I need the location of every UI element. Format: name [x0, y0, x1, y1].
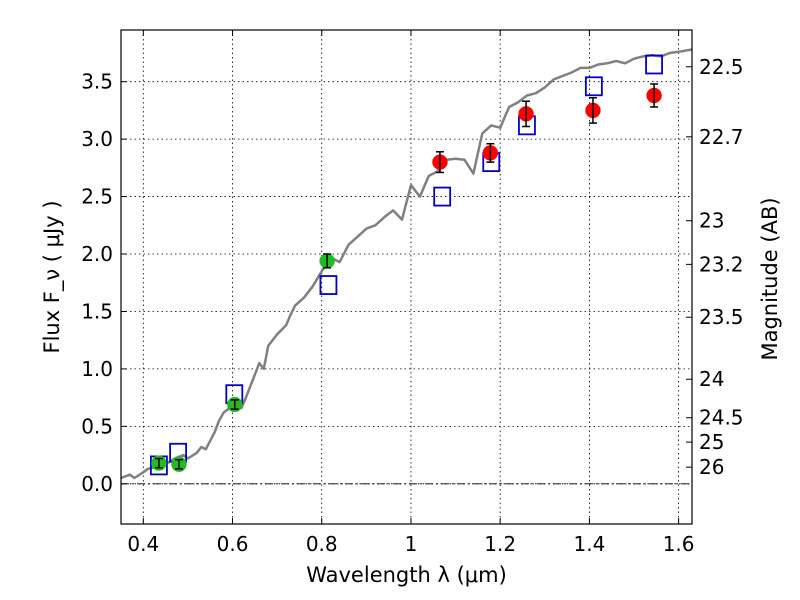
y-tick-label: 3.0 [81, 127, 113, 151]
y-tick-label: 3.5 [81, 70, 113, 94]
spectrum-line [120, 48, 693, 480]
photometry-points [150, 54, 663, 476]
magnitude-tick-label: 23 [699, 209, 724, 233]
model-photometry-square [433, 186, 452, 207]
magnitude-tick-label: 23.2 [699, 252, 744, 276]
x-tick-label: 0.6 [217, 532, 249, 556]
plot-frame [120, 29, 693, 525]
y-tick-label: 1.0 [81, 357, 113, 381]
y-axis-label: Flux F_ν ( μJy ) [40, 200, 65, 353]
model-photometry-square [319, 275, 338, 295]
x-tick-label: 1 [405, 532, 418, 556]
magnitude-tick-label: 26 [699, 455, 724, 479]
x-tick-label: 0.8 [306, 532, 338, 556]
x-tick-label: 1.4 [573, 532, 605, 556]
y-tick-label: 0.5 [81, 414, 113, 438]
y-tick-label: 0.0 [81, 472, 113, 496]
right-axis-label: Magnitude (AB) [758, 197, 782, 360]
model-photometry-square [584, 76, 603, 97]
magnitude-tick-label: 22.7 [699, 125, 744, 149]
y-tick-label: 2.5 [81, 185, 113, 209]
x-tick-label: 1.6 [663, 532, 695, 556]
x-tick-label: 1.2 [484, 532, 516, 556]
x-axis-label: Wavelength λ (μm) [306, 563, 507, 587]
y-tick-label: 1.5 [81, 299, 113, 323]
magnitude-tick-label: 22.5 [699, 55, 744, 79]
magnitude-tick-label: 24 [699, 367, 724, 391]
y-tick-label: 2.0 [81, 242, 113, 266]
magnitude-tick-label: 24.5 [699, 406, 744, 430]
magnitude-tick-label: 25 [699, 430, 724, 454]
model-photometry-square [645, 54, 663, 75]
model-spectrum [120, 48, 693, 480]
axis-ticks: 0.4 0.6 0.8 1 1.2 1.4 1.6 0.0 0.5 1.0 1.5 2.0 2.5 3.0… [81, 30, 744, 556]
x-tick-label: 0.4 [127, 532, 159, 556]
magnitude-tick-label: 23.5 [699, 305, 744, 329]
